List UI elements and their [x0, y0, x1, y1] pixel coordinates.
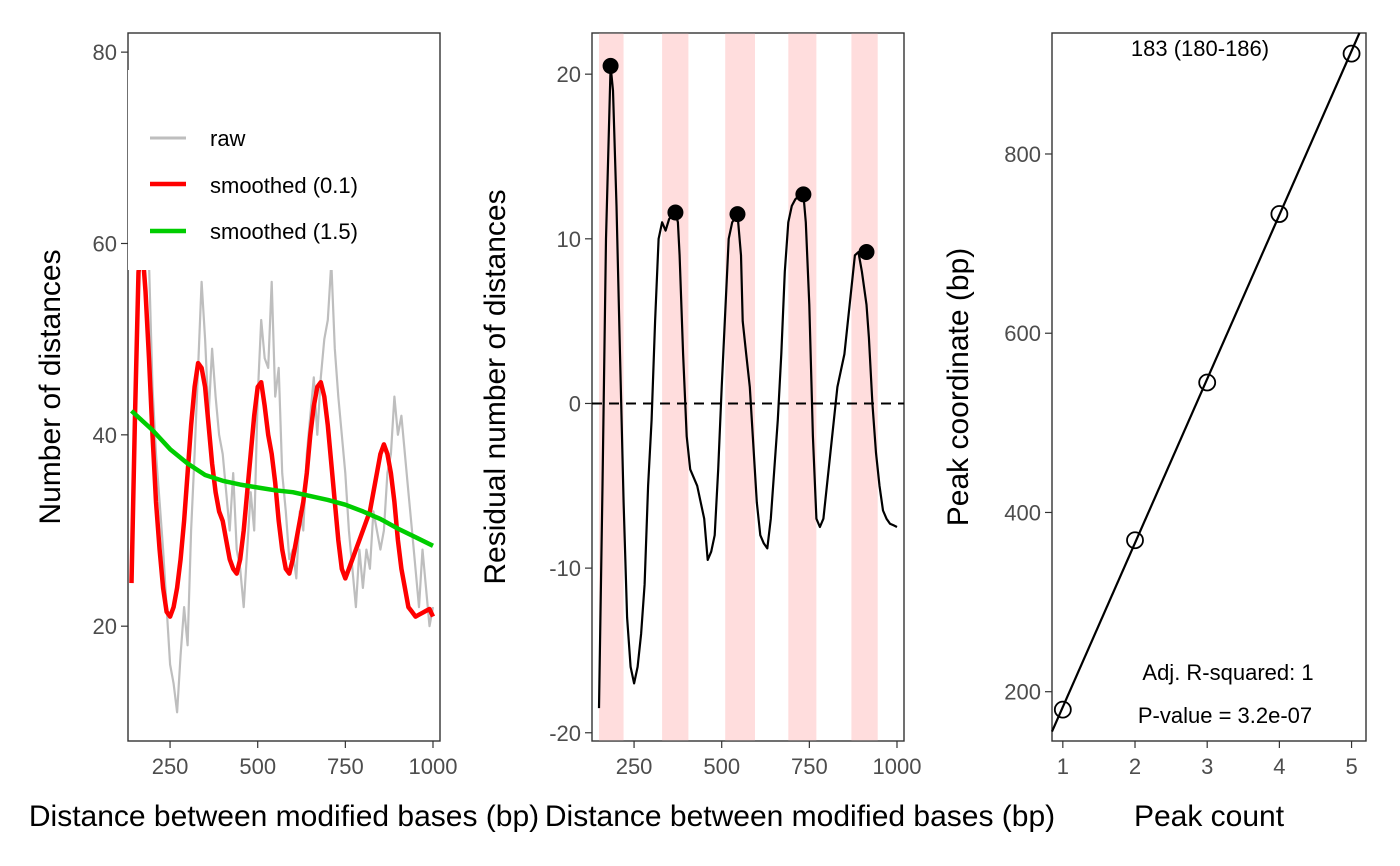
panel-0-ytick-label: 20 [93, 614, 117, 639]
series-smoothed-15-line [129, 409, 434, 548]
panel-2-plot-area [592, 57, 904, 709]
panel-1-ticks: 250 500 750 1000 20 40 60 80 [93, 40, 458, 779]
panel-1-legend: raw smoothed (0.1) smoothed (1.5) [128, 70, 418, 270]
panel-2-xtick-label: 3 [1201, 754, 1213, 779]
panel-0-xtick-label: 1000 [409, 754, 458, 779]
panel-2-ticks: 250 500 750 1000 -20 -10 0 10 20 [549, 62, 921, 779]
legend-label-smoothed-15: smoothed (1.5) [210, 219, 358, 244]
panel-2-ylabel: Residual number of distances [479, 189, 512, 584]
series-smoothed-01-line [129, 241, 436, 619]
panel-3-xlabel: Peak count [1134, 800, 1285, 833]
regression-line [1050, 32, 1361, 732]
peak-point [858, 243, 875, 260]
panel-1-ylabel: Number of distances [34, 249, 67, 524]
legend-label-smoothed-01: smoothed (0.1) [210, 173, 358, 198]
panel-1-plot-area [129, 70, 436, 714]
panel-2-ytick-label: 800 [1004, 142, 1041, 167]
panel-0-xtick-label: 500 [239, 754, 276, 779]
panel-3-frame [1051, 32, 1367, 742]
panel-1-ytick-label: -10 [549, 556, 581, 581]
panel-2-xtick-label: 1 [1057, 754, 1069, 779]
panel-2-xtick-label: 5 [1345, 754, 1357, 779]
peak-window-band [851, 33, 878, 741]
panel-2-ytick-label: 600 [1004, 321, 1041, 346]
panel-1-xtick-label: 750 [791, 754, 828, 779]
residual-line [597, 64, 898, 709]
r-squared-annotation: Adj. R-squared: 1 [1142, 660, 1313, 685]
panel-1-ytick-label: -20 [549, 721, 581, 746]
peak-count-point [1053, 700, 1072, 719]
panel-3-ylabel: Peak coordinate (bp) [942, 248, 975, 527]
peak-count-point [1270, 205, 1289, 223]
panel-0-ytick-label: 80 [93, 40, 117, 65]
panel-1-xtick-label: 500 [703, 754, 740, 779]
panel-0-xtick-label: 250 [152, 754, 189, 779]
peak-count-point [1342, 44, 1361, 63]
series-raw-line [130, 70, 435, 714]
panel-3: 1 2 3 4 5 200 400 600 800 183 (180-186) Adj. R-s… [942, 32, 1367, 833]
panel-2-xlabel: Distance between modified bases (bp) [545, 800, 1055, 833]
panel-1-ytick-label: 10 [557, 227, 581, 252]
panel-0-ytick-label: 60 [93, 231, 117, 256]
panel-2-ytick-label: 400 [1004, 500, 1041, 525]
p-value-annotation: P-value = 3.2e-07 [1138, 703, 1312, 728]
legend-background [128, 70, 418, 270]
peak-count-point [1126, 531, 1144, 550]
panel-3-ticks: 1 2 3 4 5 200 400 600 800 [1004, 142, 1357, 779]
peak-point [795, 186, 812, 203]
panel-0-xtick-label: 750 [327, 754, 364, 779]
panel-2-ytick-label: 200 [1004, 680, 1041, 705]
panel-2-xtick-label: 2 [1129, 754, 1141, 779]
peak-point [729, 206, 746, 223]
panel-0-ytick-label: 40 [93, 423, 117, 448]
peak-count-point [1198, 373, 1217, 392]
period-annotation: 183 (180-186) [1131, 36, 1269, 61]
panel-1-ytick-label: 20 [557, 62, 581, 87]
panel-1-xlabel: Distance between modified bases (bp) [29, 800, 539, 833]
panel-1: 250 500 750 1000 20 40 60 80 raw smoothed (0.1)… [29, 32, 539, 833]
peak-point [602, 57, 619, 74]
panel-1-ytick-label: 0 [569, 391, 581, 416]
panel-2-xtick-label: 4 [1273, 754, 1285, 779]
panel-3-plot-area [1050, 32, 1361, 732]
panel-2: 250 500 750 1000 -20 -10 0 10 20 Residual number… [479, 32, 1055, 833]
panel-1-xtick-label: 250 [616, 754, 653, 779]
panel-1-xtick-label: 1000 [873, 754, 922, 779]
legend-label-raw: raw [210, 126, 246, 151]
peak-point [667, 204, 684, 221]
